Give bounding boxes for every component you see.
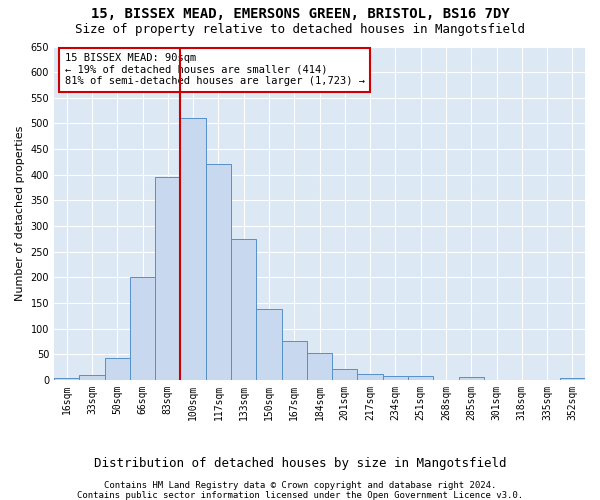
Bar bbox=[408, 376, 433, 380]
Bar bbox=[307, 353, 332, 380]
Bar bbox=[104, 358, 130, 380]
Text: Distribution of detached houses by size in Mangotsfield: Distribution of detached houses by size … bbox=[94, 458, 506, 470]
Bar bbox=[358, 374, 383, 380]
Text: 15, BISSEX MEAD, EMERSONS GREEN, BRISTOL, BS16 7DY: 15, BISSEX MEAD, EMERSONS GREEN, BRISTOL… bbox=[91, 8, 509, 22]
Bar bbox=[155, 178, 181, 380]
Bar bbox=[206, 164, 231, 380]
Bar bbox=[181, 118, 206, 380]
Text: Size of property relative to detached houses in Mangotsfield: Size of property relative to detached ho… bbox=[75, 22, 525, 36]
Bar bbox=[281, 342, 307, 380]
Y-axis label: Number of detached properties: Number of detached properties bbox=[15, 126, 25, 301]
Bar bbox=[130, 278, 155, 380]
Text: Contains HM Land Registry data © Crown copyright and database right 2024.: Contains HM Land Registry data © Crown c… bbox=[104, 481, 496, 490]
Bar bbox=[231, 239, 256, 380]
Text: Contains public sector information licensed under the Open Government Licence v3: Contains public sector information licen… bbox=[77, 491, 523, 500]
Bar bbox=[383, 376, 408, 380]
Bar bbox=[332, 368, 358, 380]
Bar bbox=[54, 378, 79, 380]
Bar bbox=[256, 309, 281, 380]
Bar bbox=[560, 378, 585, 380]
Bar bbox=[79, 375, 104, 380]
Bar bbox=[458, 378, 484, 380]
Text: 15 BISSEX MEAD: 90sqm
← 19% of detached houses are smaller (414)
81% of semi-det: 15 BISSEX MEAD: 90sqm ← 19% of detached … bbox=[65, 53, 365, 86]
